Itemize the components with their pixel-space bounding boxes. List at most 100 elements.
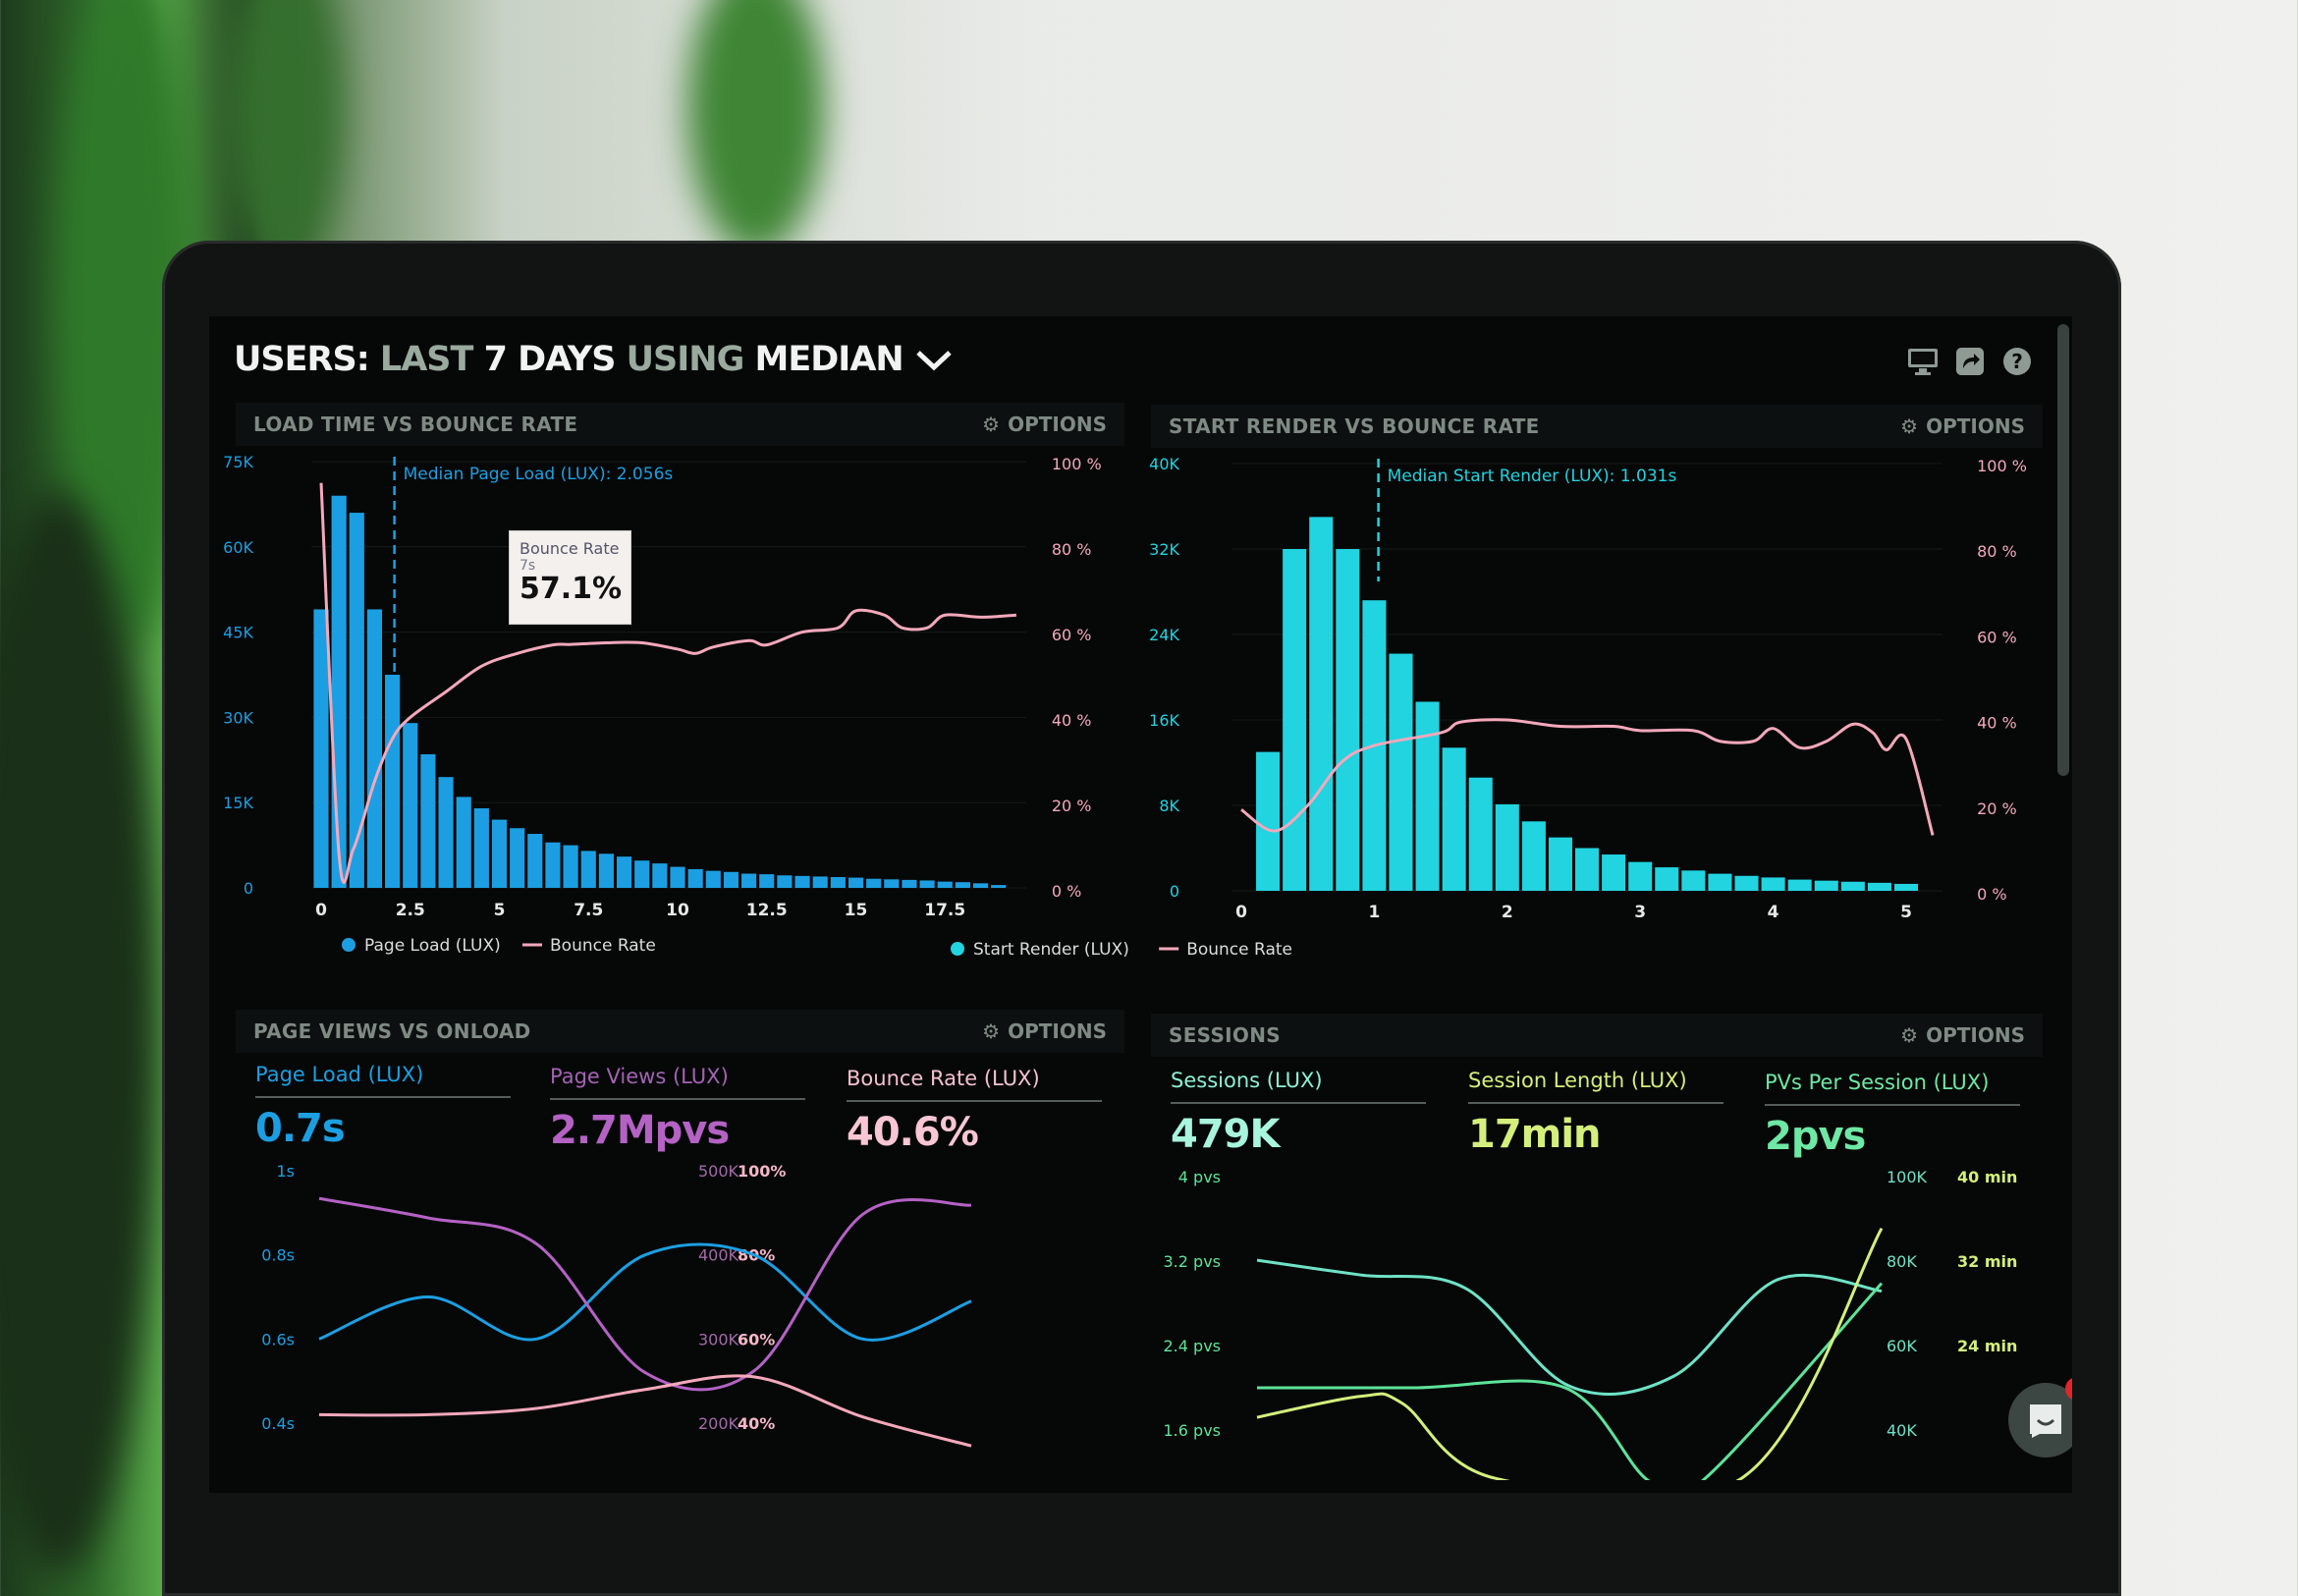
histogram-bar [991, 885, 1007, 888]
histogram-bar [1256, 751, 1281, 891]
tooltip: Bounce Rate 7s 57.1% [509, 530, 631, 625]
histogram-bar [1867, 882, 1891, 891]
histogram-bar [972, 883, 989, 888]
histogram-bar [705, 870, 721, 888]
histogram-bar [420, 754, 436, 888]
share-icon[interactable] [1954, 346, 1986, 377]
bounce-rate-line [1240, 718, 1935, 836]
chat-icon [2030, 1404, 2061, 1438]
panel-title: START RENDER VS BOUNCE RATE [1169, 414, 1540, 438]
page-title[interactable]: USERS: LAST 7 DAYS USING MEDIAN [234, 340, 954, 379]
histogram-bar [1442, 747, 1466, 891]
legend-marker [951, 942, 964, 956]
histogram-bar [580, 851, 596, 888]
histogram-bar [812, 876, 828, 888]
title-using: USING [626, 340, 745, 379]
histogram-bar [1415, 701, 1440, 891]
x-tick-label: 0 [1235, 903, 1247, 922]
stat-value: 17min [1468, 1112, 1602, 1157]
histogram-bar [1840, 881, 1865, 891]
options-button[interactable]: ⚙ OPTIONS [982, 413, 1107, 436]
options-label: OPTIONS [1008, 413, 1107, 436]
plant-leaf [687, 0, 825, 255]
histogram-bar [1681, 870, 1706, 891]
y-tick-label-right: 60 % [1052, 626, 1092, 644]
histogram-bar [848, 877, 864, 888]
chat-button[interactable]: 4 [2008, 1377, 2072, 1458]
y-tick-label-left: 75K [223, 453, 253, 471]
options-button[interactable]: ⚙ OPTIONS [1900, 1023, 2025, 1047]
histogram-bar [1761, 877, 1785, 891]
y-tick-label-left: 0 [244, 879, 253, 898]
stat-label: PVs Per Session (LUX) [1765, 1071, 2020, 1106]
panel-header-start-render: START RENDER VS BOUNCE RATE ⚙ OPTIONS [1151, 405, 2043, 448]
stat-value: 2.7Mpvs [550, 1108, 730, 1153]
stat-page-load: Page Load (LUX) 0.7s [255, 1063, 511, 1151]
x-tick-label: 4 [1768, 903, 1779, 922]
y-tick-label-right: 60 % [1977, 628, 2017, 646]
histogram-bar [385, 675, 401, 888]
y-tick-label-right: 0 % [1052, 882, 1081, 901]
histogram-bar [937, 881, 953, 888]
histogram-bar [545, 842, 561, 888]
y-tick-label-right: 20 % [1052, 797, 1092, 815]
y-tick-label-right: 80 % [1052, 540, 1092, 559]
dashboard-screen: USERS: LAST 7 DAYS USING MEDIAN ? LOAD T… [209, 316, 2072, 1493]
y-tick-label-left: 4 pvs [1178, 1168, 1221, 1186]
histogram-bar [884, 879, 900, 888]
median-annotation: Median Start Render (LUX): 1.031s [1388, 467, 1677, 486]
y-tick-label-right: 100 % [1052, 455, 1102, 473]
histogram-bar [527, 834, 543, 888]
options-button[interactable]: ⚙ OPTIONS [982, 1019, 1107, 1043]
svg-text:?: ? [2011, 350, 2023, 373]
histogram-bar [1893, 883, 1919, 891]
x-tick-label: 15 [845, 901, 868, 920]
x-tick-label: 12.5 [746, 901, 788, 920]
histogram-bar [1468, 777, 1493, 891]
gear-icon: ⚙ [982, 1019, 1001, 1043]
histogram-bar [1814, 880, 1838, 891]
options-label: OPTIONS [1926, 414, 2025, 438]
options-label: OPTIONS [1008, 1019, 1107, 1043]
histogram-bar [438, 777, 454, 888]
histogram-bar [1734, 875, 1759, 891]
legend-label: Bounce Rate [1186, 940, 1292, 960]
gear-icon: ⚙ [982, 413, 1001, 436]
options-button[interactable]: ⚙ OPTIONS [1900, 414, 2025, 438]
series-line [1256, 1282, 1884, 1480]
histogram-bar [1283, 549, 1307, 891]
y-tick-label-right: 24 min [1957, 1337, 2017, 1355]
y-tick-label-left: 0 [1170, 882, 1179, 901]
stat-value: 40.6% [847, 1110, 979, 1155]
histogram-bar [313, 609, 329, 888]
gear-icon: ⚙ [1900, 1023, 1919, 1047]
series-line [318, 1374, 972, 1448]
y-tick-label-right: 100 % [1977, 457, 2027, 475]
y-tick-label-right: 100% [738, 1162, 786, 1181]
y-tick-label-left: 32K [1149, 540, 1179, 559]
stat-label: Session Length (LUX) [1468, 1069, 1724, 1104]
y-tick-label-left: 0.8s [261, 1246, 295, 1265]
legend-marker [342, 938, 356, 952]
y-tick-label-left: 24K [1149, 626, 1179, 644]
y-tick-label-left: 3.2 pvs [1164, 1252, 1222, 1271]
chevron-down-icon[interactable] [914, 348, 954, 373]
y-tick-label-left: 15K [223, 794, 253, 812]
monitor-icon[interactable] [1907, 346, 1939, 377]
y-tick-label-right: 80K [1887, 1252, 1917, 1271]
series-line [1256, 1258, 1883, 1396]
y-tick-label-right: 60% [738, 1330, 775, 1348]
y-tick-label-right: 32 min [1957, 1252, 2017, 1271]
help-icon[interactable]: ? [2001, 346, 2033, 377]
title-users: USERS: [234, 340, 370, 379]
histogram-bar [634, 860, 650, 888]
panel-title: PAGE VIEWS VS ONLOAD [253, 1019, 531, 1043]
y-tick-label-right: 400K [698, 1246, 739, 1265]
histogram-bar [473, 807, 489, 888]
y-tick-label-right: 40 % [1977, 714, 2017, 733]
toolbar: ? [1907, 346, 2033, 377]
scrollbar[interactable] [2057, 324, 2069, 776]
histogram-bar [1389, 653, 1413, 891]
x-tick-label: 5 [494, 901, 506, 920]
